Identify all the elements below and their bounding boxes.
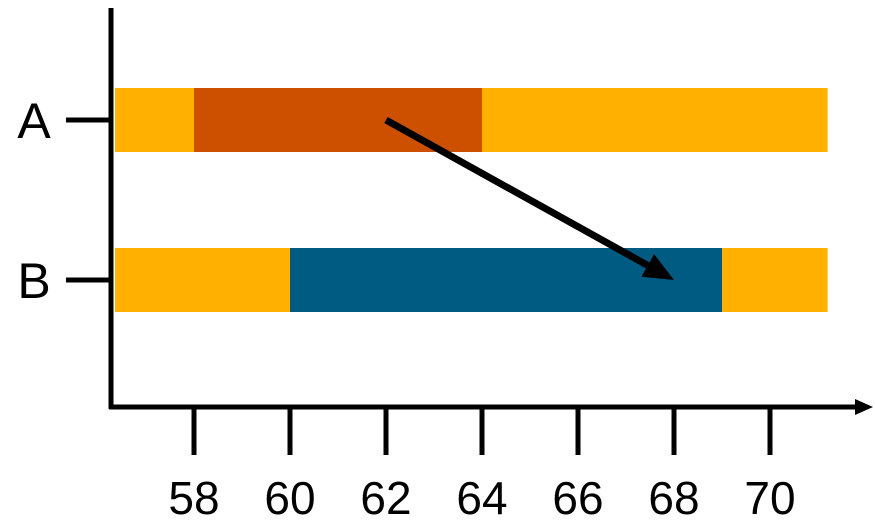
arrow-head-icon bbox=[641, 254, 674, 280]
bar-b-highlight bbox=[290, 248, 722, 312]
x-tick-label: 60 bbox=[264, 472, 315, 522]
row-label-b: B bbox=[17, 253, 50, 309]
x-tick-label: 68 bbox=[648, 472, 699, 522]
x-tick-label: 58 bbox=[168, 472, 219, 522]
x-tick-label: 62 bbox=[360, 472, 411, 522]
x-axis-arrow-icon bbox=[855, 399, 873, 415]
bar-a-highlight bbox=[194, 88, 482, 152]
row-label-a: A bbox=[17, 93, 51, 149]
x-tick-label: 66 bbox=[552, 472, 603, 522]
bars-layer bbox=[115, 88, 828, 312]
axes-layer: A B 58 60 62 64 66 68 70 bbox=[17, 8, 873, 522]
annotation-layer bbox=[384, 116, 674, 280]
annotation-arrow-shaft bbox=[384, 116, 650, 269]
x-tick-label: 70 bbox=[744, 472, 795, 522]
x-tick-label: 64 bbox=[456, 472, 507, 522]
